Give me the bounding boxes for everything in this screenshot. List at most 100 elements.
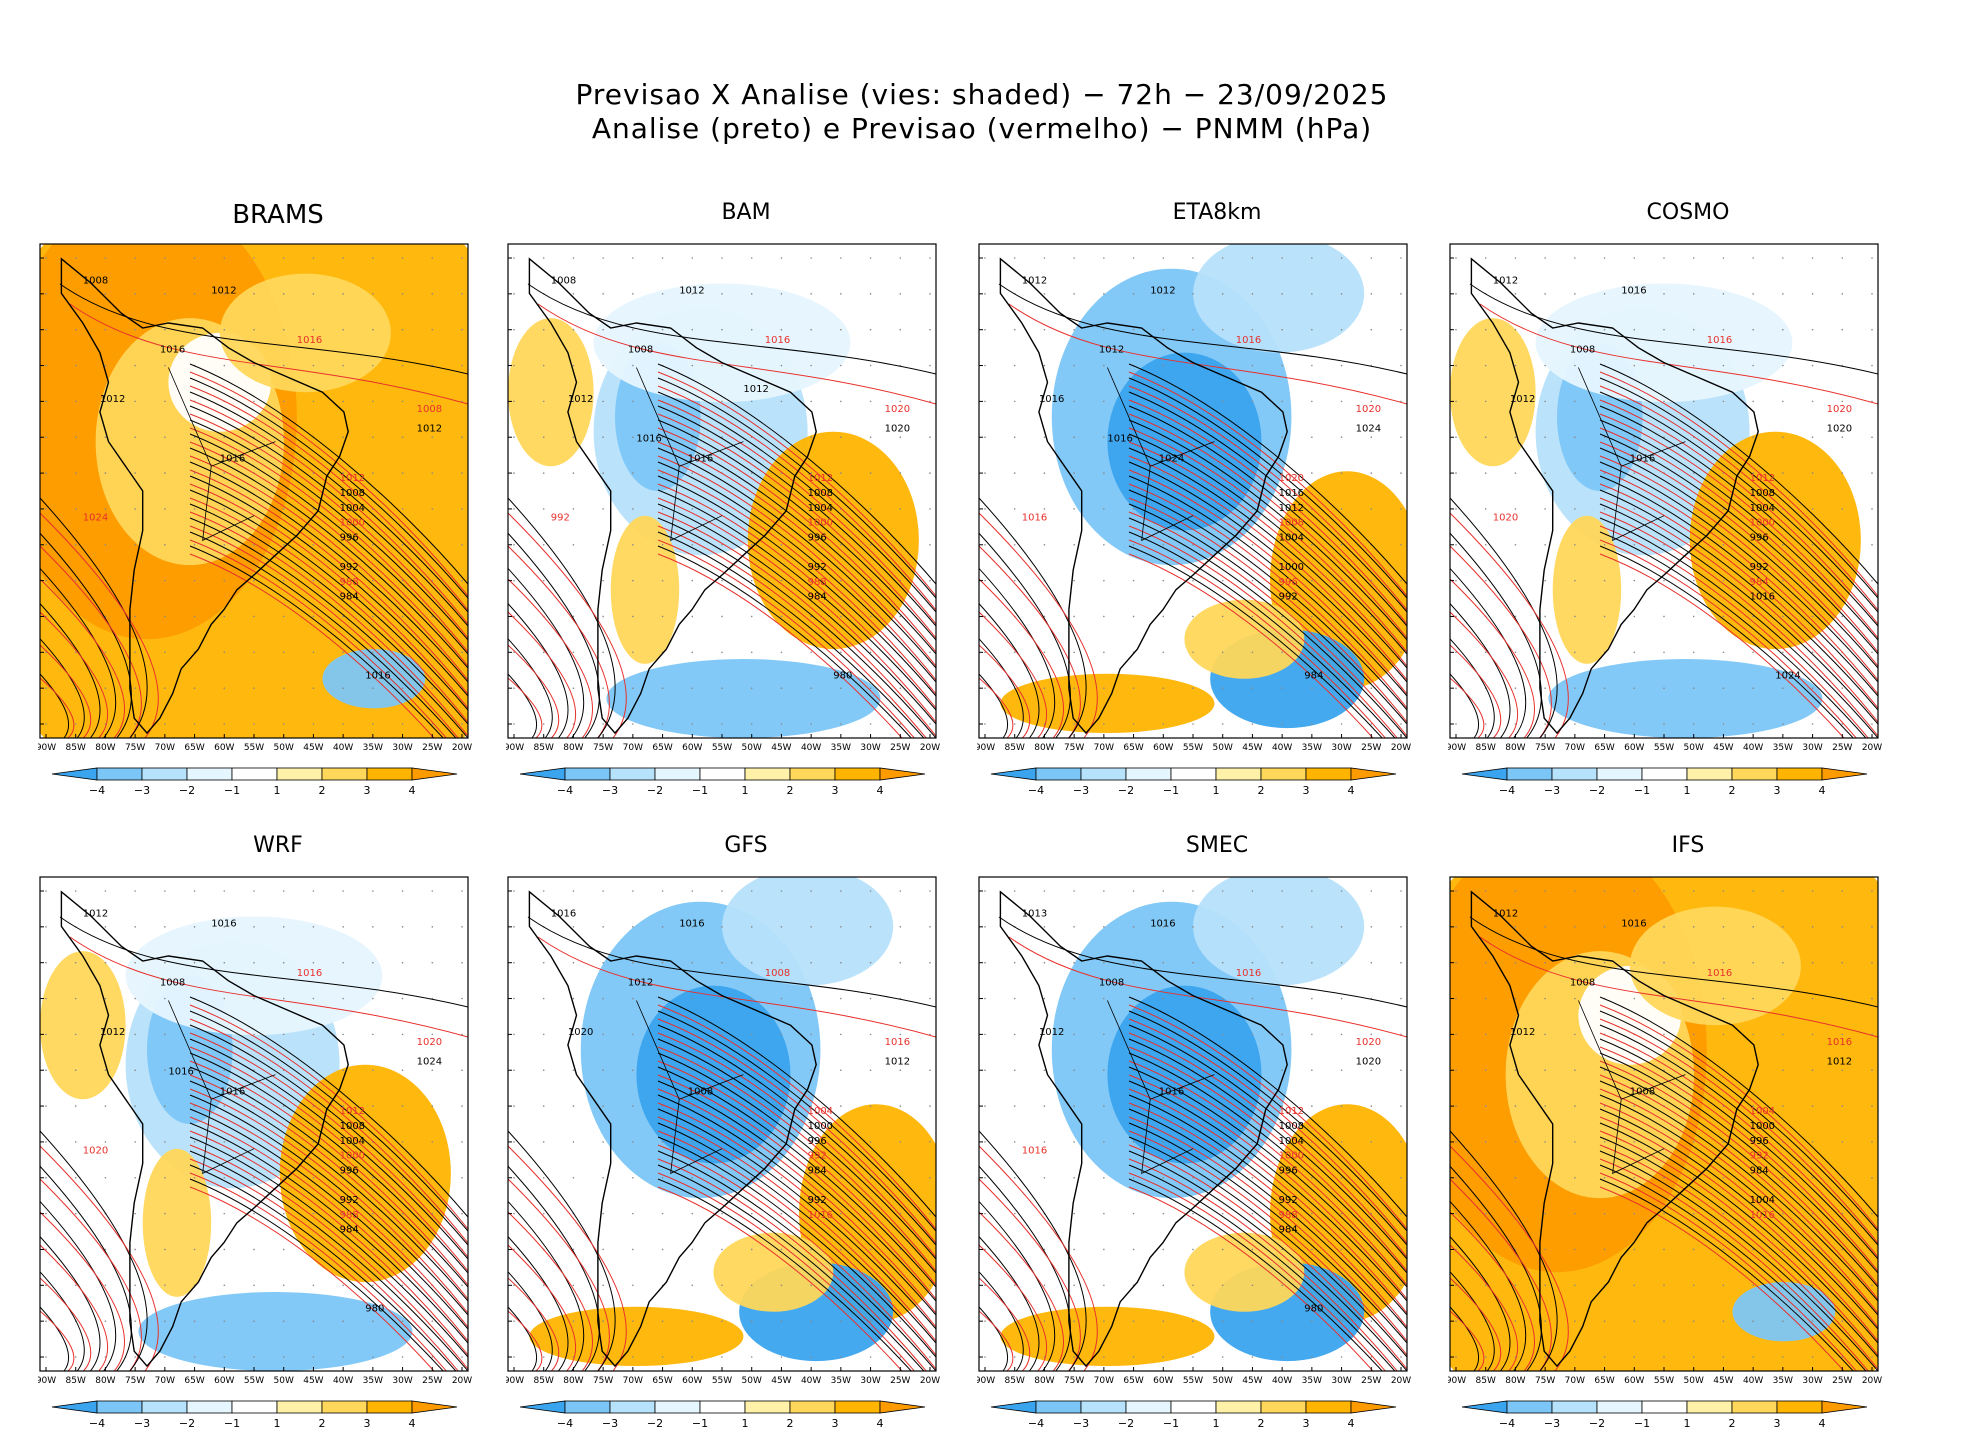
lon-tick-label: 75W — [1064, 743, 1084, 753]
analysis-isobar — [657, 545, 912, 738]
isobar-label: 1016 — [365, 671, 390, 682]
forecast-isobar — [1599, 385, 1878, 611]
isobar-label: 1004 — [1279, 1136, 1304, 1147]
forecast-isobar — [189, 497, 468, 723]
lon-tick-label: 20W — [452, 743, 472, 753]
panel-title: BAM — [721, 200, 771, 225]
lon-tick-label: 25W — [1361, 743, 1381, 753]
analysis-isobar — [1128, 545, 1383, 738]
colorbar-label: −4 — [557, 1417, 573, 1430]
isobar-label: 984 — [1304, 671, 1323, 682]
analysis-isobar — [1599, 419, 1878, 641]
isobar-label: 1016 — [1150, 918, 1175, 929]
isobar-label: 1016 — [636, 434, 661, 445]
lon-tick-label: 70W — [1094, 1376, 1114, 1386]
colorbar-label: 4 — [1819, 1417, 1826, 1430]
forecast-isobar — [657, 483, 936, 709]
lon-tick-label: 65W — [1594, 1376, 1614, 1386]
colorbar-label: −1 — [1634, 784, 1650, 797]
isobar-label: 1020 — [417, 1037, 442, 1048]
colorbar-label: 4 — [1819, 784, 1826, 797]
isobar-label: 992 — [1750, 562, 1769, 573]
bias-shading — [1000, 673, 1215, 734]
forecast-isobar — [657, 511, 936, 737]
isobar-label: 1012 — [1279, 503, 1304, 514]
analysis-isobar — [1128, 503, 1407, 725]
colorbar-label: −4 — [1028, 784, 1044, 797]
isobar-label: 996 — [1279, 1165, 1298, 1176]
isobar-label: 1012 — [83, 909, 108, 920]
panel-title: WRF — [253, 833, 303, 858]
lon-tick-label: 65W — [652, 743, 672, 753]
forecast-isobar — [189, 1032, 468, 1258]
forecast-isobar — [189, 1172, 447, 1371]
isobar-label: 1024 — [1159, 453, 1184, 464]
analysis-isobar — [189, 1024, 468, 1246]
lon-tick-label: 50W — [742, 743, 762, 753]
isobar-label: 992 — [808, 562, 827, 573]
analysis-isobar — [189, 1080, 468, 1302]
analysis-isobar — [1128, 1052, 1407, 1274]
colorbar-label: −4 — [557, 784, 573, 797]
isobar-label: 1016 — [297, 335, 322, 346]
isobar-label: 980 — [833, 671, 852, 682]
colorbar-label: 1 — [742, 1417, 749, 1430]
panel-wrf: WRF 1012 1016 1016 1008 1012 1020 1024 1016 1012 1… — [38, 833, 518, 1433]
isobar-label: 1016 — [1236, 335, 1261, 346]
bias-shading — [1629, 906, 1801, 1026]
forecast-isobar — [189, 371, 468, 597]
lon-tick-label: 50W — [1684, 743, 1704, 753]
lon-tick-label: 40W — [801, 1376, 821, 1386]
forecast-isobar — [1599, 525, 1869, 738]
analysis-isobar — [657, 377, 936, 599]
forecast-isobar — [1128, 1158, 1398, 1371]
forecast-isobar — [1128, 399, 1407, 625]
isobar-label: 1016 — [808, 1210, 833, 1221]
isobar-label: 1016 — [1707, 335, 1732, 346]
lon-tick-label: 30W — [1802, 743, 1822, 753]
analysis-isobar — [1128, 1136, 1407, 1358]
lon-tick-label: 35W — [831, 1376, 851, 1386]
analysis-isobar — [657, 1010, 936, 1232]
forecast-isobar — [189, 469, 468, 695]
analysis-isobar — [657, 1024, 936, 1246]
lon-tick-label: 40W — [1272, 743, 1292, 753]
lon-tick-label: 20W — [1862, 1376, 1882, 1386]
lon-tick-label: 60W — [1153, 1376, 1173, 1386]
forecast-isobar — [1599, 371, 1878, 597]
isobar-label: 1016 — [1630, 453, 1655, 464]
analysis-isobar — [189, 377, 468, 599]
bias-shading — [142, 1148, 212, 1297]
analysis-isobar — [1599, 1066, 1878, 1288]
lon-tick-label: 65W — [184, 1376, 204, 1386]
lon-tick-label: 60W — [682, 743, 702, 753]
lon-tick-label: 65W — [1594, 743, 1614, 753]
analysis-isobar — [1599, 1010, 1878, 1232]
continent-outline — [60, 257, 349, 735]
colorbar-label: −3 — [134, 784, 150, 797]
forecast-isobar — [189, 539, 447, 738]
map-eta8km: 1012 1012 1016 1012 1016 1020 1024 1024 1020 1016… — [977, 243, 1411, 797]
forecast-isobar — [657, 1144, 936, 1370]
analysis-isobar — [1128, 1010, 1407, 1232]
analysis-isobar — [657, 517, 936, 738]
isobar-label: 1008 — [1570, 345, 1595, 356]
lon-tick-label: 45W — [1713, 743, 1733, 753]
colorbar-label: −1 — [692, 1417, 708, 1430]
lon-tick-label: 20W — [920, 1376, 940, 1386]
analysis-isobar — [189, 1108, 468, 1330]
isobar-label: 992 — [340, 1195, 359, 1206]
analysis-isobar — [1599, 996, 1878, 1218]
forecast-isobar — [657, 1130, 936, 1356]
isobar-label: 996 — [1750, 532, 1769, 543]
isobar-label: 1008 — [417, 404, 442, 415]
lon-tick-label: 75W — [125, 1376, 145, 1386]
forecast-isobar — [189, 483, 468, 709]
lon-tick-label: 70W — [1094, 743, 1114, 753]
analysis-isobar — [657, 419, 936, 641]
isobar-label: 988 — [340, 577, 359, 588]
isobar-label: 988 — [340, 1210, 359, 1221]
bias-shading — [606, 658, 881, 738]
lon-tick-label: 25W — [422, 743, 442, 753]
isobar-label: 1000 — [1279, 562, 1304, 573]
